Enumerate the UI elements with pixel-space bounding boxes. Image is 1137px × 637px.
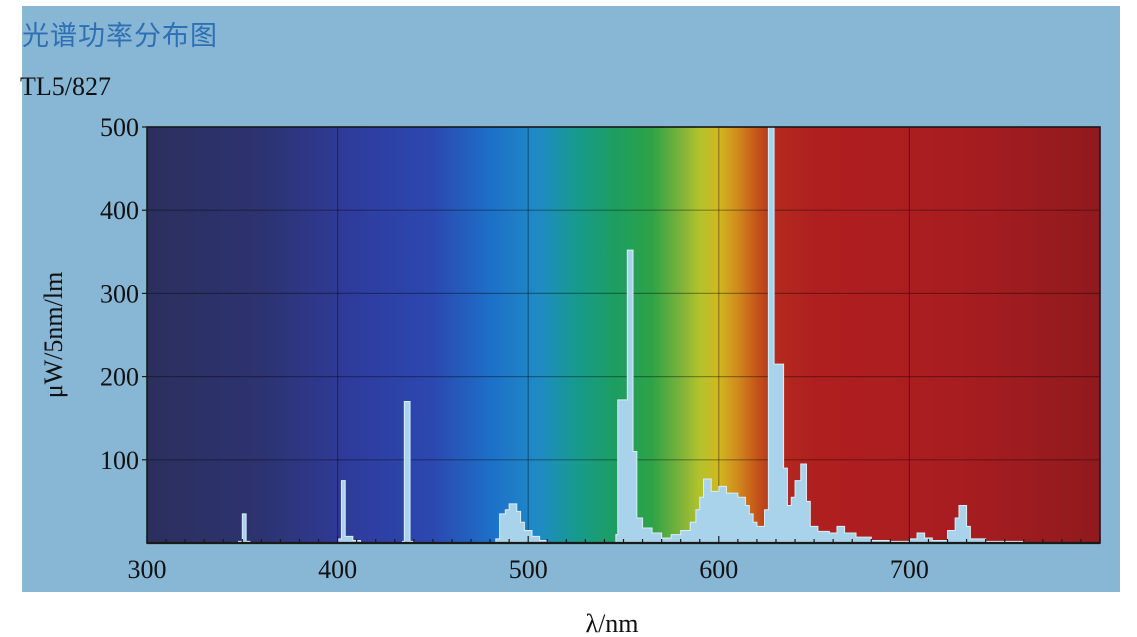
y-tick-label: 300 (100, 279, 139, 308)
x-axis-ticks: 300 400 500 600 700 (128, 536, 1101, 584)
spectrum-area (147, 126, 1100, 544)
x-tick-label: 600 (699, 555, 738, 584)
y-tick-label: 500 (100, 113, 139, 142)
x-tick-label: 700 (890, 555, 929, 584)
y-tick-label: 100 (100, 446, 139, 475)
chart-title: 光谱功率分布图 (22, 21, 218, 51)
x-tick-label: 500 (509, 555, 548, 584)
y-axis-label: μW/5nm/lm (39, 272, 68, 399)
x-axis-label: λ/nm (585, 609, 638, 637)
y-tick-label: 400 (100, 196, 139, 225)
x-tick-label: 400 (318, 555, 357, 584)
y-tick-label: 200 (100, 363, 139, 392)
y-axis-ticks: 100 200 300 400 500 (100, 113, 147, 475)
x-tick-label: 300 (128, 555, 167, 584)
chart-subtitle: TL5/827 (20, 72, 111, 101)
